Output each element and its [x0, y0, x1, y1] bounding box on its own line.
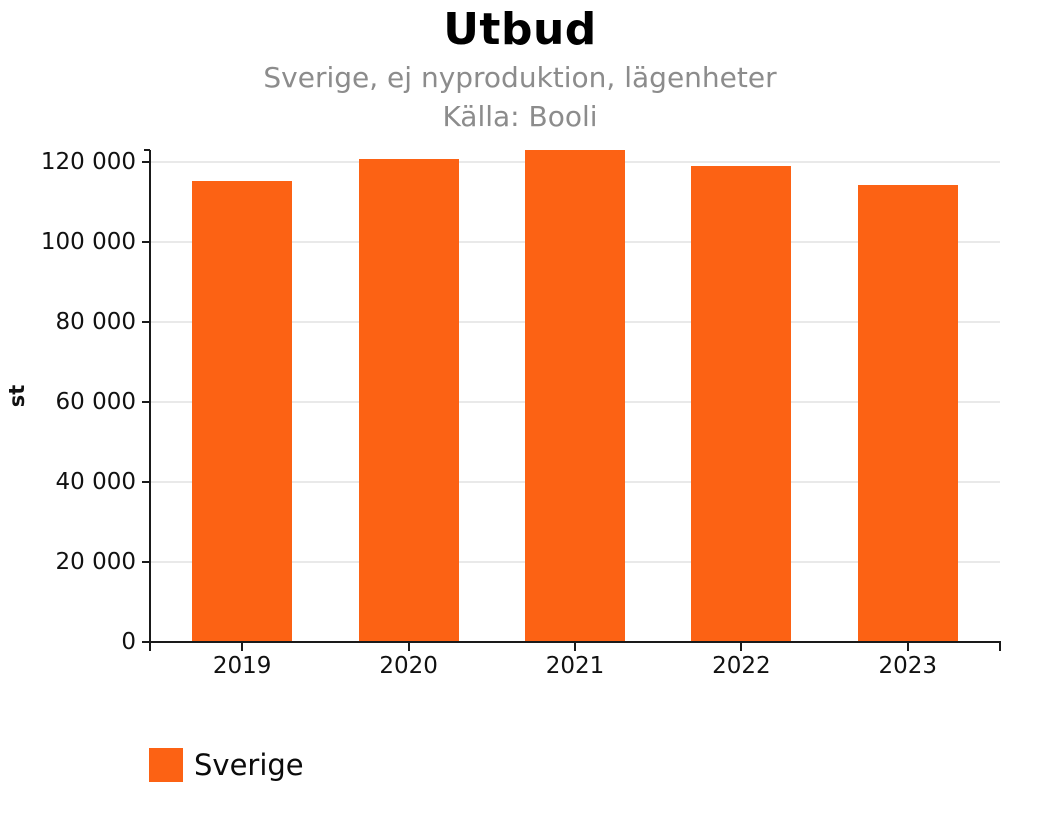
x-tick-2020	[407, 642, 410, 651]
bar-2021[interactable]	[525, 150, 625, 642]
x-axis-left-cap	[149, 642, 151, 651]
x-tick-2019	[241, 642, 244, 651]
y-tick-label-120000: 120 000	[40, 149, 136, 175]
x-tick-label-2020: 2020	[379, 653, 438, 679]
y-tick-label-20000: 20 000	[55, 549, 136, 575]
x-axis-right-cap	[999, 642, 1001, 651]
legend-swatch	[149, 748, 183, 782]
y-tick-label-40000: 40 000	[55, 469, 136, 495]
y-axis-top-cap	[144, 149, 150, 151]
y-tick-label-60000: 60 000	[55, 389, 136, 415]
x-tick-label-2022: 2022	[712, 653, 771, 679]
bar-2022[interactable]	[691, 166, 792, 642]
bar-2023[interactable]	[857, 185, 958, 642]
legend-label: Sverige	[194, 748, 304, 782]
y-tick-label-0: 0	[121, 629, 136, 655]
x-tick-label-2019: 2019	[212, 653, 272, 679]
y-tick-80000	[142, 321, 150, 323]
x-tick-label-2023: 2023	[878, 653, 938, 679]
chart-title: Utbud	[443, 4, 597, 55]
bar-2019[interactable]	[192, 181, 293, 642]
x-tick-2021	[574, 642, 576, 651]
x-tick-2022	[740, 642, 743, 651]
chart-source: Källa: Booli	[442, 100, 598, 133]
y-tick-label-80000: 80 000	[55, 309, 136, 335]
y-tick-100000	[142, 241, 150, 243]
y-tick-0	[142, 641, 150, 643]
legend-item-sverige[interactable]: Sverige	[149, 748, 304, 782]
y-axis-line	[149, 150, 151, 642]
x-tick-label-2021: 2021	[545, 653, 605, 679]
y-tick-label-100000: 100 000	[40, 229, 136, 255]
bar-2020[interactable]	[358, 159, 459, 642]
y-tick-120000	[142, 161, 150, 163]
y-tick-60000	[142, 401, 150, 403]
y-tick-20000	[142, 561, 150, 563]
x-tick-2023	[906, 642, 909, 651]
y-tick-40000	[142, 481, 150, 483]
chart-subtitle: Sverige, ej nyproduktion, lägenheter	[263, 61, 777, 94]
